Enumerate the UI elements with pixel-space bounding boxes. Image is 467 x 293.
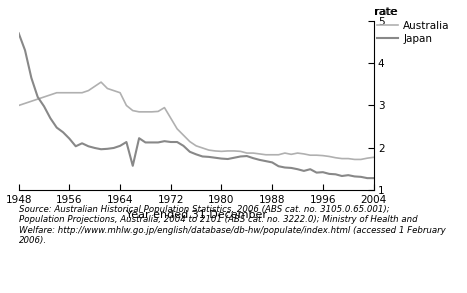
Legend: Australia, Japan: Australia, Japan — [377, 21, 450, 44]
Text: rate: rate — [374, 7, 396, 17]
Text: Source: Australian Historical Population Statistics, 2006 (ABS cat. no. 3105.0.6: Source: Australian Historical Population… — [19, 205, 446, 245]
X-axis label: Year ended 31 December: Year ended 31 December — [126, 210, 267, 220]
Text: rate: rate — [375, 7, 398, 17]
